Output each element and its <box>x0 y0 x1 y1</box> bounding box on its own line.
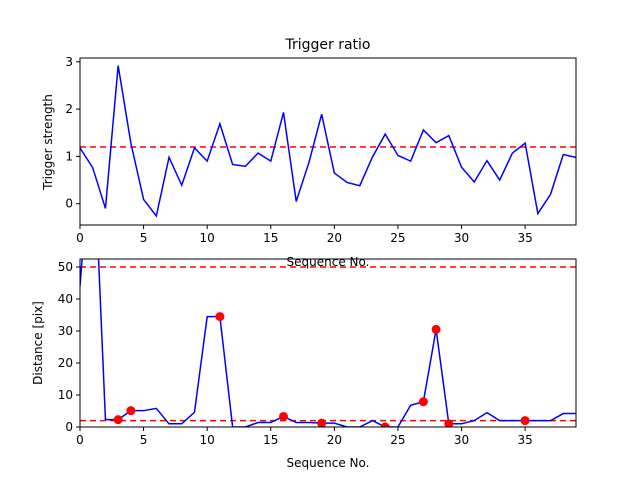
bottom-chart-marker-point <box>215 312 225 322</box>
top-chart-ylabel: Trigger strength <box>41 94 55 191</box>
top-chart-x-tick-label: 10 <box>200 231 215 245</box>
bottom-chart-y-tick-label: 10 <box>58 388 73 402</box>
bottom-chart-xlabel: Sequence No. <box>287 456 370 470</box>
top-chart-x-tick-label: 25 <box>390 231 405 245</box>
bottom-chart-marker-point <box>113 415 123 425</box>
bottom-chart-ylabel: Distance [pix] <box>31 301 45 385</box>
bottom-chart-marker-point <box>520 416 530 426</box>
top-chart-axes-frame <box>79 57 577 226</box>
top-chart-x-tick-label: 35 <box>517 231 532 245</box>
bottom-chart-x-tick-label: 5 <box>140 433 148 447</box>
bottom-chart-axes-frame <box>79 258 577 428</box>
bottom-chart-marker-point <box>278 411 288 421</box>
bottom-chart-y-tick-label: 20 <box>58 356 73 370</box>
bottom-chart-x-tick-label: 25 <box>390 433 405 447</box>
top-chart-series-line <box>80 65 576 218</box>
bottom-chart-x-tick-label: 30 <box>454 433 469 447</box>
bottom-chart-x-tick-label: 20 <box>327 433 342 447</box>
top-chart-x-tick-label: 20 <box>327 231 342 245</box>
top-chart: Trigger ratio Trigger strength Sequence … <box>41 37 577 269</box>
bottom-chart-y-tick-label: 30 <box>58 324 73 338</box>
bottom-chart-y-tick-label: 50 <box>58 260 73 274</box>
bottom-chart-y-tick-label: 40 <box>58 292 73 306</box>
bottom-chart-x-tick-label: 10 <box>200 433 215 447</box>
top-chart-y-tick-label: 2 <box>65 102 73 116</box>
top-chart-plot-area <box>80 65 576 218</box>
bottom-chart-marker-point <box>431 324 441 334</box>
bottom-chart-marker-point <box>418 397 428 407</box>
bottom-chart-y-tick-label: 0 <box>65 420 73 434</box>
bottom-chart-marker-point <box>126 406 136 416</box>
top-chart-x-tick-label: 0 <box>76 231 84 245</box>
bottom-chart-series-line <box>80 259 576 427</box>
top-chart-y-tick-label: 3 <box>65 55 73 69</box>
top-chart-x-tick-label: 15 <box>263 231 278 245</box>
bottom-chart-marker-point <box>444 419 454 427</box>
top-chart-y-tick-label: 0 <box>65 197 73 211</box>
top-chart-x-tick-label: 30 <box>454 231 469 245</box>
bottom-chart-marker-point <box>380 422 390 427</box>
top-chart-x-tick-label: 5 <box>140 231 148 245</box>
top-chart-xlabel: Sequence No. <box>287 255 370 269</box>
bottom-chart-x-tick-label: 35 <box>517 433 532 447</box>
top-chart-title: Trigger ratio <box>284 37 370 53</box>
top-chart-y-tick-label: 1 <box>65 149 73 163</box>
bottom-chart-marker-point <box>317 418 327 427</box>
bottom-chart: Distance [pix] Sequence No. 0 5 10 15 20 25 30… <box>31 258 577 470</box>
bottom-chart-x-tick-label: 0 <box>76 433 84 447</box>
bottom-chart-x-tick-label: 15 <box>263 433 278 447</box>
bottom-chart-plot-area <box>80 259 576 427</box>
